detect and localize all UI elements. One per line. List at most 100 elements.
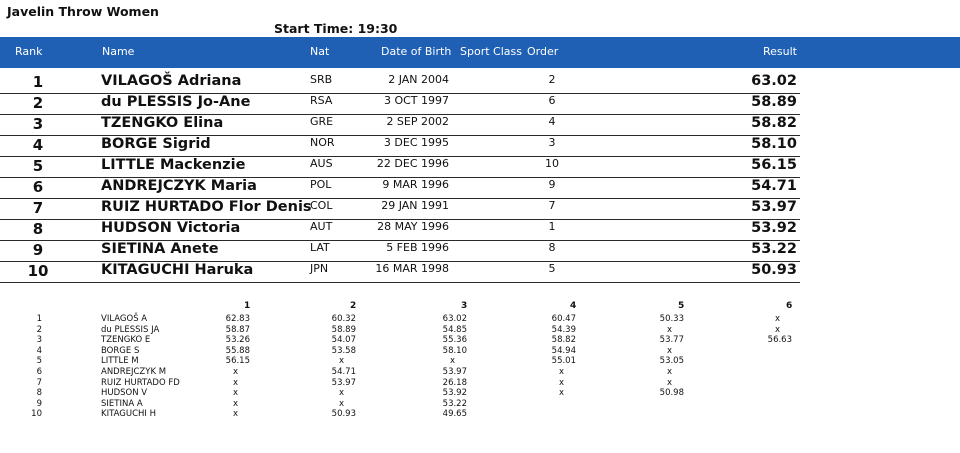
result-dob: 29 JAN 1991 xyxy=(381,199,449,212)
result-result: 53.22 xyxy=(751,241,797,257)
attempt-mark: x xyxy=(338,356,344,367)
row-divider xyxy=(0,177,800,178)
attempt-rank: 9 xyxy=(36,398,42,409)
attempt-rank: 3 xyxy=(36,335,42,346)
attempt-mark: x xyxy=(774,324,780,335)
result-row: 6 ANDREJCZYK Maria POL 9 MAR 1996 9 54.71 xyxy=(0,178,800,199)
attempt-name: SIETINA A xyxy=(101,398,143,409)
result-dob: 16 MAR 1998 xyxy=(375,262,449,275)
attempt-name: VILAGOŠ A xyxy=(101,314,148,324)
attempt-mark: x xyxy=(774,314,780,324)
attempt-mark: 56.15 xyxy=(225,356,250,367)
row-divider xyxy=(0,93,800,94)
attempt-header: 6 xyxy=(786,301,793,311)
result-order: 7 xyxy=(548,199,556,212)
attempt-header: 4 xyxy=(570,301,577,311)
result-nat: RSA xyxy=(310,94,333,107)
result-row: 5 LITTLE Mackenzie AUS 22 DEC 1996 10 56.15 xyxy=(0,157,800,178)
attempt-row: 10 KITAGUCHI H x 50.93 49.65 xyxy=(0,409,960,420)
row-divider xyxy=(0,261,800,262)
attempt-mark: x xyxy=(232,367,238,377)
result-nat: NOR xyxy=(310,136,335,149)
attempt-mark: x xyxy=(558,377,564,388)
attempt-mark: 56.63 xyxy=(767,335,792,346)
attempt-mark: 58.10 xyxy=(442,345,467,356)
attempt-mark: 58.89 xyxy=(331,324,356,335)
col-rank: Rank xyxy=(15,45,43,58)
result-dob: 3 DEC 1995 xyxy=(383,136,449,149)
col-dob: Date of Birth xyxy=(381,45,452,58)
attempt-mark: 53.05 xyxy=(659,356,684,367)
result-row: 8 HUDSON Victoria AUT 28 MAY 1996 1 53.92 xyxy=(0,220,800,241)
attempt-rank: 7 xyxy=(36,377,42,388)
attempt-rank: 8 xyxy=(36,388,42,399)
result-name: LITTLE Mackenzie xyxy=(101,157,246,173)
result-result: 58.10 xyxy=(751,136,797,152)
result-row: 4 BORGE Sigrid NOR 3 DEC 1995 3 58.10 xyxy=(0,136,800,157)
result-rank: 1 xyxy=(32,73,44,91)
attempt-mark: x xyxy=(666,367,672,377)
col-name: Name xyxy=(102,45,135,58)
attempt-mark: 55.01 xyxy=(551,356,576,367)
attempt-row: 7 RUIZ HURTADO FD x 53.97 26.18 x x xyxy=(0,378,960,389)
result-order: 4 xyxy=(548,115,556,128)
attempt-mark: 53.22 xyxy=(442,398,467,409)
result-nat: LAT xyxy=(310,241,330,254)
attempt-mark: x xyxy=(558,367,564,377)
result-nat: JPN xyxy=(310,262,329,275)
attempt-rank: 6 xyxy=(36,367,42,377)
result-name: HUDSON Victoria xyxy=(101,220,241,236)
attempt-mark: x xyxy=(232,409,238,420)
result-row: 2 du PLESSIS Jo-Ane RSA 3 OCT 1997 6 58.89 xyxy=(0,94,800,115)
col-order: Order xyxy=(527,45,559,58)
attempt-mark: 58.82 xyxy=(551,335,576,346)
attempt-name: BORGE S xyxy=(101,345,140,356)
col-result: Result xyxy=(763,45,797,58)
attempt-row: 9 SIETINA A x x 53.22 xyxy=(0,399,960,410)
attempt-name: ANDREJCZYK M xyxy=(101,367,167,377)
result-order: 3 xyxy=(548,136,556,149)
result-dob: 5 FEB 1996 xyxy=(386,241,449,254)
attempt-mark: 55.88 xyxy=(225,345,250,356)
result-name: ANDREJCZYK Maria xyxy=(101,178,257,194)
attempt-rank: 10 xyxy=(31,409,42,420)
attempt-mark: x xyxy=(666,324,672,335)
result-nat: AUS xyxy=(310,157,333,170)
row-divider xyxy=(0,114,800,115)
attempt-mark: 54.39 xyxy=(551,324,576,335)
result-order: 9 xyxy=(548,178,556,191)
result-dob: 28 MAY 1996 xyxy=(377,220,449,233)
result-dob: 22 DEC 1996 xyxy=(376,157,449,170)
result-nat: COL xyxy=(310,199,333,212)
result-result: 58.82 xyxy=(751,115,797,131)
result-name: BORGE Sigrid xyxy=(101,136,211,152)
attempt-header: 1 xyxy=(244,301,251,311)
result-nat: POL xyxy=(310,178,332,191)
start-time-label: Start Time: xyxy=(274,21,354,36)
result-name: TZENGKO Elina xyxy=(101,115,224,131)
row-divider xyxy=(0,135,800,136)
result-order: 8 xyxy=(548,241,556,254)
result-name: VILAGOŠ Adriana xyxy=(101,73,242,89)
attempt-mark: x xyxy=(232,398,238,409)
attempt-row: 8 HUDSON V x x 53.92 x 50.98 xyxy=(0,388,960,399)
attempt-mark: 53.58 xyxy=(331,345,356,356)
result-rank: 8 xyxy=(32,220,44,238)
attempt-mark: x xyxy=(666,377,672,388)
result-row: 1 VILAGOŠ Adriana SRB 2 JAN 2004 2 63.02 xyxy=(0,73,800,94)
result-result: 58.89 xyxy=(751,94,797,110)
attempt-rank: 5 xyxy=(36,356,42,367)
attempt-name: KITAGUCHI H xyxy=(101,409,157,420)
attempt-mark: x xyxy=(338,398,344,409)
result-rank: 2 xyxy=(32,94,44,112)
start-time: Start Time: 19:30 xyxy=(274,21,397,36)
attempt-mark: x xyxy=(338,388,344,399)
result-rank: 6 xyxy=(32,178,44,196)
attempt-mark: 54.07 xyxy=(331,335,356,346)
result-order: 6 xyxy=(548,94,556,107)
attempt-row: 6 ANDREJCZYK M x 54.71 53.97 x x xyxy=(0,367,960,378)
attempt-name: LITTLE M xyxy=(101,356,139,367)
attempt-rank: 1 xyxy=(36,314,42,324)
attempt-mark: 63.02 xyxy=(442,314,467,324)
attempt-mark: 55.36 xyxy=(442,335,467,346)
